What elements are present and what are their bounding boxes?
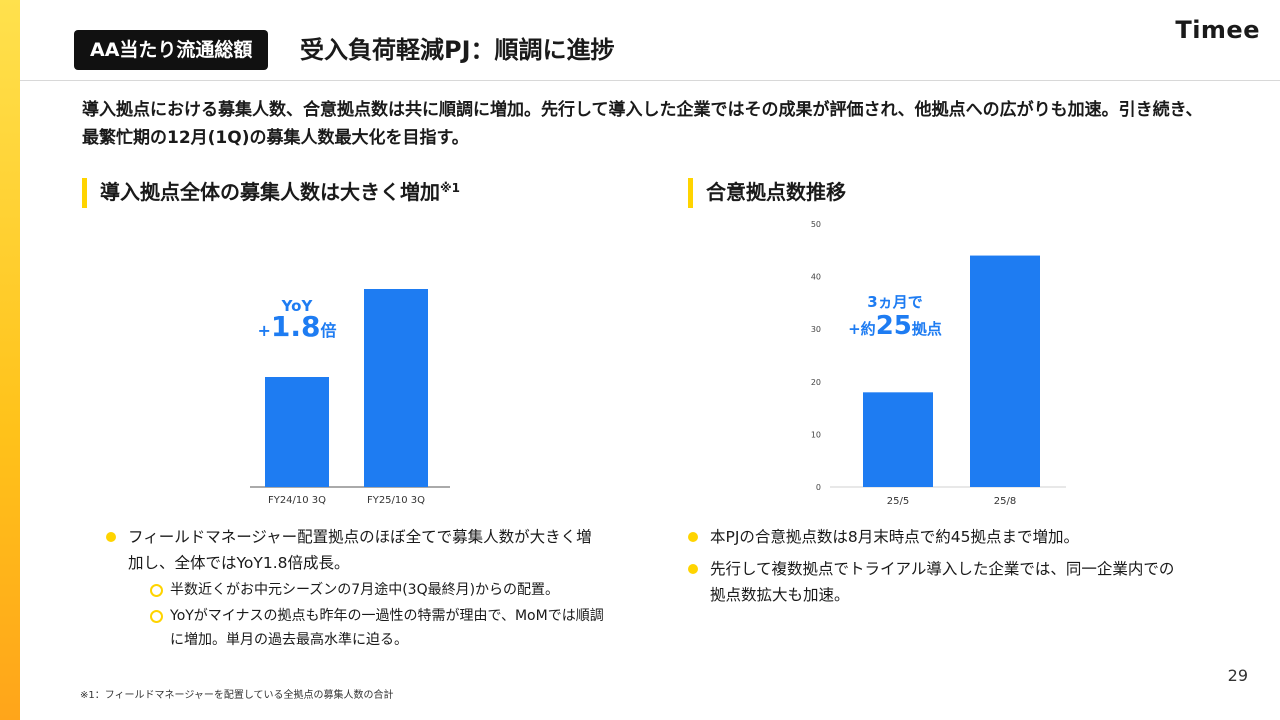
list-item: フィールドマネージャー配置拠点のほぼ全てで募集人数が大きく増加し、全体ではYoY…	[106, 524, 606, 652]
annotation-sites-value: +約25拠点	[848, 311, 942, 341]
sub-list-item: YoYがマイナスの拠点も昨年の一過性の特需が理由で、MoMでは順調に増加。単月の…	[128, 604, 606, 652]
x-tick-label: 25/8	[994, 496, 1016, 507]
page-number: 29	[1227, 666, 1248, 685]
annotation-suffix: 拠点	[912, 320, 942, 338]
bullet-text: フィールドマネージャー配置拠点のほぼ全てで募集人数が大きく増加し、全体ではYoY…	[128, 528, 592, 572]
y-tick-label: 50	[811, 220, 821, 229]
annotation-3month-label: 3ヵ月で	[867, 293, 922, 311]
y-tick-label: 0	[816, 483, 821, 492]
right-section-heading: 合意拠点数推移	[688, 178, 846, 208]
accent-side-bar	[0, 0, 20, 720]
annotation-prefix: +約	[848, 320, 876, 338]
list-item: 本PJの合意拠点数は8月末時点で約45拠点まで増加。	[688, 524, 1188, 550]
bar-FY24/10 3Q	[265, 377, 329, 487]
x-tick-label: FY24/10 3Q	[268, 495, 326, 506]
bar-25/5	[863, 392, 933, 487]
annotation-suffix: 倍	[321, 321, 337, 340]
annotation-number: 25	[876, 311, 912, 341]
x-tick-label: FY25/10 3Q	[367, 495, 425, 506]
footnote: ※1：フィールドマネージャーを配置している全拠点の募集人数の合計	[80, 690, 394, 701]
recruit-chart-svg: FY24/10 3Q FY25/10 3Q YoY +1.8倍	[250, 289, 450, 506]
annotation-prefix: +	[257, 321, 270, 340]
left-heading-text: 導入拠点全体の募集人数は大きく増加	[100, 180, 440, 204]
left-bullets: フィールドマネージャー配置拠点のほぼ全てで募集人数が大きく増加し、全体ではYoY…	[106, 524, 606, 658]
lead-text: 導入拠点における募集人数、合意拠点数は共に順調に増加。先行して導入した企業ではそ…	[82, 100, 1203, 148]
y-tick-label: 40	[811, 273, 821, 282]
section-tag: AA当たり流通総額	[74, 30, 269, 70]
sites-chart: 0 10 20 30 40 50 25/5 25/8 3ヵ月で +約25拠点	[796, 214, 1096, 514]
sub-list-item: 半数近くがお中元シーズンの7月途中(3Q最終月)からの配置。	[128, 578, 606, 602]
header-divider	[20, 80, 1280, 81]
right-bullets: 本PJの合意拠点数は8月末時点で約45拠点まで増加。 先行して複数拠点でトライア…	[688, 524, 1188, 614]
annotation-yoy-value: +1.8倍	[257, 310, 336, 343]
y-tick-label: 10	[811, 430, 821, 439]
y-tick-label: 30	[811, 325, 821, 334]
brand-logo: Timee	[1175, 16, 1260, 44]
annotation-number: 1.8	[271, 310, 321, 343]
left-section-heading: 導入拠点全体の募集人数は大きく増加※1	[82, 178, 461, 208]
annotation-yoy-label: YoY	[281, 297, 314, 315]
page-title: 受入負荷軽減PJ：順調に進捗	[300, 36, 615, 64]
bar-25/8	[970, 255, 1040, 487]
sites-chart-svg: 0 10 20 30 40 50 25/5 25/8 3ヵ月で +約25拠点	[811, 220, 1066, 507]
bar-FY25/10 3Q	[364, 289, 428, 487]
right-heading-text: 合意拠点数推移	[706, 180, 846, 204]
list-item: 先行して複数拠点でトライアル導入した企業では、同一企業内での拠点数拡大も加速。	[688, 556, 1188, 608]
recruit-chart: FY24/10 3Q FY25/10 3Q YoY +1.8倍	[230, 260, 470, 510]
y-tick-label: 20	[811, 378, 821, 387]
left-heading-footnote-mark: ※1	[440, 181, 461, 195]
x-tick-label: 25/5	[887, 496, 909, 507]
